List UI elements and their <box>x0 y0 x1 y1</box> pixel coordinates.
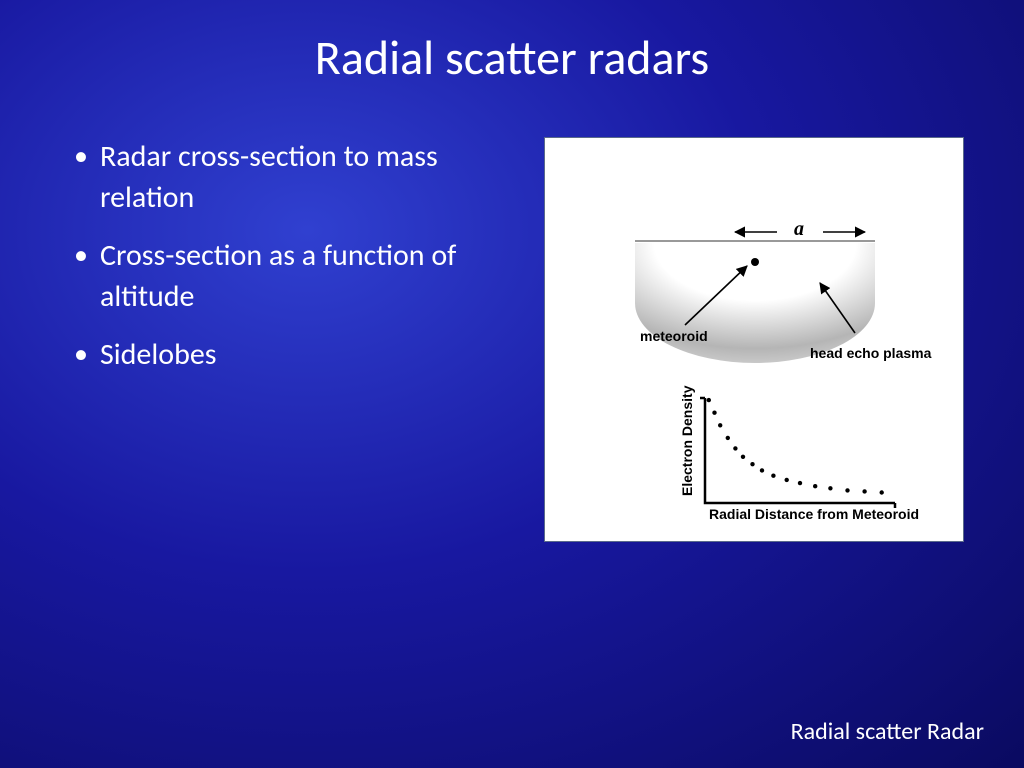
bullet-item: Cross-section as a function of altitude <box>70 236 534 317</box>
figure-panel: a meteoroid head echo plasma Electron De… <box>544 137 964 542</box>
content-row: Radar cross-section to mass relation Cro… <box>0 137 1024 542</box>
figure-svg <box>545 138 965 543</box>
slide-title: Radial scatter radars <box>0 0 1024 87</box>
bullet-item: Radar cross-section to mass relation <box>70 137 534 218</box>
footer-label: Radial scatter Radar <box>791 717 984 746</box>
bullet-item: Sidelobes <box>70 335 534 376</box>
bullet-list: Radar cross-section to mass relation Cro… <box>70 137 534 542</box>
